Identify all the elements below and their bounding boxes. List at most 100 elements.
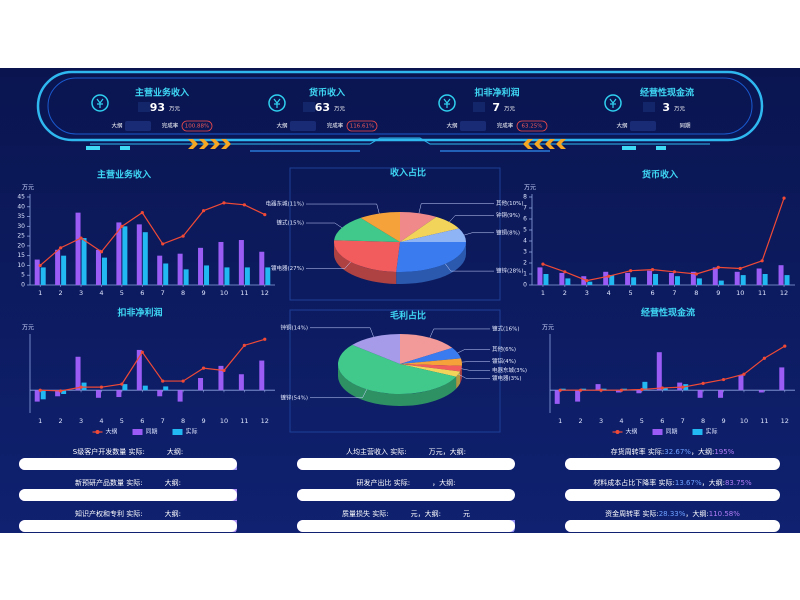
line-point [140, 211, 144, 215]
pie-leader [310, 389, 368, 399]
pie-leader [306, 203, 380, 214]
bar [238, 374, 244, 391]
progress-text-label: 质量损失 实际: [342, 509, 389, 518]
kpi-blur [630, 121, 656, 131]
kpi-plan-label: 大纲 [111, 122, 123, 130]
progress-track [565, 458, 780, 470]
bar [177, 390, 183, 402]
legend-symbol [615, 430, 620, 434]
line-point [650, 268, 655, 272]
bar [581, 388, 587, 391]
line-point [629, 269, 633, 273]
progress-text-label: 材料成本占比下降率 实际: [593, 478, 675, 487]
x-tick-label: 4 [607, 289, 611, 297]
bar [238, 240, 244, 285]
y-tick-label: 3 [523, 249, 527, 256]
bar [116, 222, 122, 285]
bar [559, 272, 565, 285]
line-point [120, 224, 124, 228]
line-point [742, 372, 746, 376]
line-point [721, 377, 726, 382]
bar [656, 352, 662, 391]
bar [163, 386, 169, 391]
x-tick-label: 2 [59, 289, 63, 297]
pie-label: 镀电器(27%) [271, 264, 304, 272]
chevrons-left [523, 139, 566, 149]
x-tick-label: 3 [79, 417, 83, 425]
bar [198, 247, 204, 285]
x-tick-label: 7 [161, 289, 165, 297]
bar [204, 265, 210, 285]
line [560, 345, 786, 391]
kpi-blur [303, 102, 315, 112]
pie-slice [337, 344, 457, 395]
bar [34, 390, 40, 402]
y-tick-label: 6 [523, 216, 527, 223]
bar [690, 271, 696, 285]
bar [163, 263, 169, 285]
x-tick-label: 11 [758, 289, 766, 297]
line-point [263, 337, 267, 341]
kpi-value: 63 [315, 101, 330, 114]
kpi-blur [473, 102, 485, 112]
kpi-rate: 100.88% [185, 124, 209, 130]
kpi-blur [125, 121, 151, 131]
line-point [585, 279, 589, 283]
pie-label: 镀锌(54%) [280, 393, 308, 401]
bar [259, 251, 265, 285]
legend-label: 大纲 [106, 428, 118, 436]
pie-slice [334, 240, 400, 272]
bar [738, 375, 744, 391]
kpi-blur [643, 102, 655, 112]
line-point [222, 368, 226, 373]
line-point [79, 385, 83, 389]
bar [81, 382, 87, 391]
pie-slice [400, 216, 459, 242]
x-tick-label: 7 [672, 289, 676, 297]
pie-slice [400, 212, 437, 242]
progress-value-label: 16.32% [569, 491, 596, 499]
pie-leader [461, 368, 490, 371]
legend-label: 同期 [146, 428, 158, 436]
pie-label: 镀式(15%) [276, 219, 304, 227]
pie-panels [289, 167, 501, 433]
x-tick-label: 2 [59, 417, 63, 425]
x-tick-label: 4 [99, 417, 103, 425]
x-tick-label: 5 [120, 417, 124, 425]
progress-text: S级客户开发数量 实际: 大纲: [73, 447, 183, 456]
y-tick-label: 40 [17, 203, 25, 210]
y-tick-label: 8 [523, 194, 527, 201]
line-point [242, 203, 246, 207]
y-tick-label: 35 [17, 213, 25, 220]
chart-title: 毛利占比 [390, 310, 426, 322]
progress-text-label: 资金周转率 实际: [605, 509, 659, 518]
bar [122, 384, 128, 391]
kpi-icon [91, 94, 109, 112]
y-axis-unit: 万元 [22, 325, 34, 332]
bar [136, 349, 142, 391]
y-tick-label: 7 [523, 205, 527, 212]
kpi-title: 经营性现金流 [640, 87, 694, 99]
progress-text-label: S级客户开发数量 实际: [73, 447, 145, 456]
bar [554, 390, 560, 404]
bar [142, 232, 148, 285]
bar [631, 277, 637, 285]
line-point [59, 246, 63, 250]
y-tick-label: 0 [523, 282, 527, 289]
x-tick-label: 5 [120, 289, 124, 297]
bar [718, 280, 724, 285]
legend-symbol [95, 430, 100, 434]
bar [636, 390, 642, 394]
kpi-icon-glyph [273, 98, 281, 108]
bar [697, 390, 703, 398]
pie-leader [449, 215, 494, 223]
bar [560, 388, 566, 391]
pie-side [338, 364, 457, 406]
pie-side [460, 365, 462, 384]
line-point [222, 201, 226, 205]
y-axis-unit: 万元 [22, 185, 34, 192]
progress-track [19, 489, 237, 501]
progress-text-mid: ，大纲: [432, 478, 455, 487]
kpi-value: 3 [662, 101, 670, 114]
x-tick-label: 3 [599, 417, 603, 425]
